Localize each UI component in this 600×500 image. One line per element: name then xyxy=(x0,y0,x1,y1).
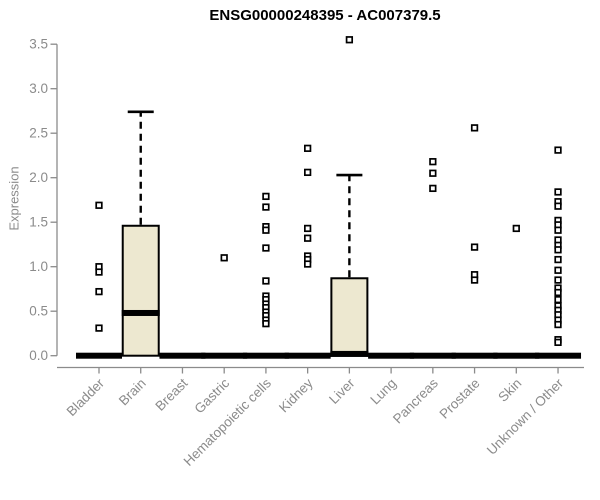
outlier-point xyxy=(554,288,562,297)
box xyxy=(330,277,369,357)
x-tick-label-liver: Liver xyxy=(326,375,358,407)
outlier-point xyxy=(554,146,562,154)
outlier-point xyxy=(554,226,562,234)
outlier-point xyxy=(554,255,562,264)
x-tick-label-skin: Skin xyxy=(495,376,524,405)
outlier-point xyxy=(304,260,312,268)
x-tick-label-unknown-other: Unknown / Other xyxy=(484,375,567,458)
x-tick-label-kidney: Kidney xyxy=(276,375,316,415)
x-tick-label-brain: Brain xyxy=(116,376,149,409)
outlier-point xyxy=(262,320,270,328)
collapsed-box-median xyxy=(242,352,289,359)
collapsed-box-median xyxy=(535,352,582,359)
outlier-point xyxy=(262,226,270,234)
outlier-point xyxy=(95,287,103,296)
outlier-point xyxy=(262,244,270,252)
collapsed-box-median xyxy=(451,352,498,359)
box-group-brain xyxy=(121,110,160,357)
box-group-lung xyxy=(368,352,415,359)
outlier-point xyxy=(262,277,270,285)
box-group-gastric xyxy=(201,254,248,359)
outlier-point xyxy=(470,276,479,284)
box-group-hematopoietic-cells xyxy=(242,192,289,359)
outlier-point xyxy=(554,202,562,210)
collapsed-box-median xyxy=(409,352,456,359)
outlier-point xyxy=(262,192,270,201)
outlier-point xyxy=(95,268,103,276)
collapsed-box-median xyxy=(284,352,331,359)
outlier-point xyxy=(345,36,354,44)
x-tick-label-breast: Breast xyxy=(152,375,190,413)
outlier-point xyxy=(95,201,103,209)
x-tick-label-bladder: Bladder xyxy=(64,375,108,419)
x-tick-label-pancreas: Pancreas xyxy=(390,375,441,426)
outlier-point xyxy=(429,184,437,193)
chart-title: ENSG00000248395 - AC007379.5 xyxy=(209,7,441,24)
box-group-bladder xyxy=(76,201,122,359)
box-group-unknown-other xyxy=(535,146,582,359)
y-axis-title: Expression xyxy=(6,166,22,231)
outlier-point xyxy=(304,168,312,177)
outlier-point xyxy=(95,324,103,332)
outlier-point xyxy=(554,320,562,329)
x-tick-label-prostate: Prostate xyxy=(437,376,483,422)
box-group-breast xyxy=(159,352,206,359)
outlier-point xyxy=(554,188,562,196)
outlier-point xyxy=(470,243,479,251)
outlier-point xyxy=(554,246,562,254)
y-tick-label: 2.5 xyxy=(29,126,48,141)
box-group-pancreas xyxy=(409,158,456,359)
box-group-kidney xyxy=(284,144,331,359)
y-tick-label: 0.5 xyxy=(29,304,48,319)
median-line xyxy=(121,309,160,316)
collapsed-box-median xyxy=(493,352,540,359)
outlier-point xyxy=(262,203,270,211)
box-group-liver xyxy=(330,36,369,357)
x-tick-label-lung: Lung xyxy=(367,376,399,408)
outlier-point xyxy=(429,158,437,166)
y-tick-label: 3.5 xyxy=(29,37,48,52)
outlier-point xyxy=(304,144,312,152)
box-group-skin xyxy=(493,224,540,359)
outlier-point xyxy=(554,276,562,284)
median-line xyxy=(330,350,369,357)
y-tick-label: 0.0 xyxy=(29,348,48,363)
box xyxy=(121,224,160,357)
y-tick-label: 1.0 xyxy=(29,259,48,274)
outlier-point xyxy=(429,169,437,177)
x-tick-label-gastric: Gastric xyxy=(191,375,232,416)
y-tick-label: 3.0 xyxy=(29,81,48,96)
outlier-point xyxy=(220,254,228,262)
collapsed-box-median xyxy=(368,352,415,359)
outlier-point xyxy=(554,295,562,304)
outlier-point xyxy=(304,224,312,233)
box-group-prostate xyxy=(451,124,498,359)
outlier-point xyxy=(470,124,479,132)
collapsed-box-median xyxy=(159,352,206,359)
outlier-point xyxy=(554,338,562,346)
y-tick-label: 2.0 xyxy=(29,170,48,185)
outlier-point xyxy=(512,224,520,233)
collapsed-box-median xyxy=(76,352,122,359)
collapsed-box-median xyxy=(201,352,248,359)
outlier-point xyxy=(554,266,562,274)
outlier-point xyxy=(304,234,312,242)
y-tick-label: 1.5 xyxy=(29,215,48,230)
